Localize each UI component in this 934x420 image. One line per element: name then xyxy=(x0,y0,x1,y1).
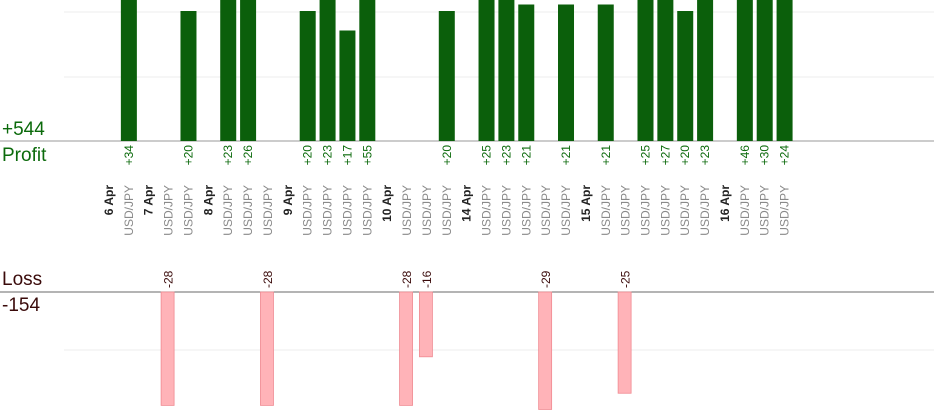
profit-value-label: +55 xyxy=(360,145,374,166)
profit-bar xyxy=(518,4,535,141)
loss-bar xyxy=(399,291,413,406)
profit-bar xyxy=(220,0,237,141)
profit-bar xyxy=(776,0,793,141)
pair-label: USD/JPY xyxy=(480,185,494,236)
pair-label: USD/JPY xyxy=(360,185,374,236)
profit-value-label: +25 xyxy=(638,145,652,166)
loss-bar xyxy=(538,291,553,410)
loss-value-label: -28 xyxy=(162,270,176,288)
pair-label: USD/JPY xyxy=(738,185,752,236)
loss-bar xyxy=(260,291,274,406)
profit-bar xyxy=(438,11,455,141)
pair-label: USD/JPY xyxy=(440,185,454,236)
pair-label: USD/JPY xyxy=(321,185,335,236)
pair-label: USD/JPY xyxy=(778,185,792,236)
loss-label: Loss xyxy=(2,269,43,290)
loss-value-label: -28 xyxy=(400,270,414,288)
profit-value-label: +26 xyxy=(241,145,255,166)
profit-value-label: +17 xyxy=(340,145,354,166)
pair-label: USD/JPY xyxy=(499,185,513,236)
profit-label: Profit xyxy=(2,145,47,166)
pair-label: USD/JPY xyxy=(658,185,672,236)
profit-bar xyxy=(677,11,694,141)
loss-value-label: -29 xyxy=(539,270,553,288)
pair-label: USD/JPY xyxy=(400,185,414,236)
date-label: 15 Apr xyxy=(579,185,593,222)
date-label: 14 Apr xyxy=(460,185,474,222)
profit-bar xyxy=(637,0,654,141)
pair-label: USD/JPY xyxy=(420,185,434,236)
pair-label: USD/JPY xyxy=(181,185,195,236)
profit-bar xyxy=(657,0,674,141)
pair-label: USD/JPY xyxy=(519,185,533,236)
profit-value-label: +21 xyxy=(599,145,613,166)
loss-value-label: -25 xyxy=(619,270,633,288)
pair-label: USD/JPY xyxy=(559,185,573,236)
profit-value-label: +46 xyxy=(738,145,752,166)
profit-bar xyxy=(756,0,773,141)
pair-label: USD/JPY xyxy=(221,185,235,236)
profit-value-label: +23 xyxy=(499,145,513,166)
profit-total: +544 xyxy=(2,119,45,140)
date-label: 8 Apr xyxy=(201,185,215,216)
profit-bar xyxy=(120,0,137,141)
pair-label: USD/JPY xyxy=(638,185,652,236)
pair-label: USD/JPY xyxy=(340,185,354,236)
profit-value-label: +25 xyxy=(480,145,494,166)
profit-value-label: +20 xyxy=(181,145,195,166)
pair-label: USD/JPY xyxy=(261,185,275,236)
profit-bar xyxy=(498,0,515,141)
profit-value-label: +34 xyxy=(122,145,136,166)
profit-bar xyxy=(478,0,495,141)
profit-bar xyxy=(359,0,376,141)
profit-value-label: +20 xyxy=(301,145,315,166)
profit-value-label: +27 xyxy=(658,145,672,166)
loss-total: -154 xyxy=(2,295,41,316)
date-label: 16 Apr xyxy=(718,185,732,222)
loss-bar xyxy=(617,291,632,394)
profit-bar xyxy=(240,0,257,141)
profit-value-label: +23 xyxy=(321,145,335,166)
pair-label: USD/JPY xyxy=(758,185,772,236)
profit-value-label: +20 xyxy=(440,145,454,166)
date-label: 10 Apr xyxy=(380,185,394,222)
date-label: 6 Apr xyxy=(102,185,116,216)
pair-label: USD/JPY xyxy=(698,185,712,236)
loss-value-label: -16 xyxy=(420,270,434,288)
profit-bar xyxy=(339,30,356,141)
profit-bar xyxy=(736,0,753,141)
loss-value-label: -28 xyxy=(261,270,275,288)
loss-bar xyxy=(160,291,175,406)
profit-value-label: +23 xyxy=(698,145,712,166)
profit-bar xyxy=(299,11,316,141)
loss-bar xyxy=(419,291,433,358)
pair-label: USD/JPY xyxy=(619,185,633,236)
pair-label: USD/JPY xyxy=(539,185,553,236)
profit-value-label: +24 xyxy=(778,145,792,166)
profit-bar xyxy=(558,4,575,141)
profit-bar xyxy=(697,0,714,141)
profit-bar xyxy=(597,4,614,141)
profit-value-label: +20 xyxy=(678,145,692,166)
pair-label: USD/JPY xyxy=(678,185,692,236)
pair-label: USD/JPY xyxy=(301,185,315,236)
profit-bar xyxy=(180,11,197,141)
date-label: 7 Apr xyxy=(142,185,156,216)
pair-label: USD/JPY xyxy=(599,185,613,236)
profit-value-label: +23 xyxy=(221,145,235,166)
profit-value-label: +21 xyxy=(519,145,533,166)
pair-label: USD/JPY xyxy=(122,185,136,236)
pair-label: USD/JPY xyxy=(241,185,255,236)
profit-value-label: +30 xyxy=(758,145,772,166)
pair-label: USD/JPY xyxy=(162,185,176,236)
date-label: 9 Apr xyxy=(281,185,295,216)
profit-bar xyxy=(319,0,336,141)
profit-value-label: +21 xyxy=(559,145,573,166)
